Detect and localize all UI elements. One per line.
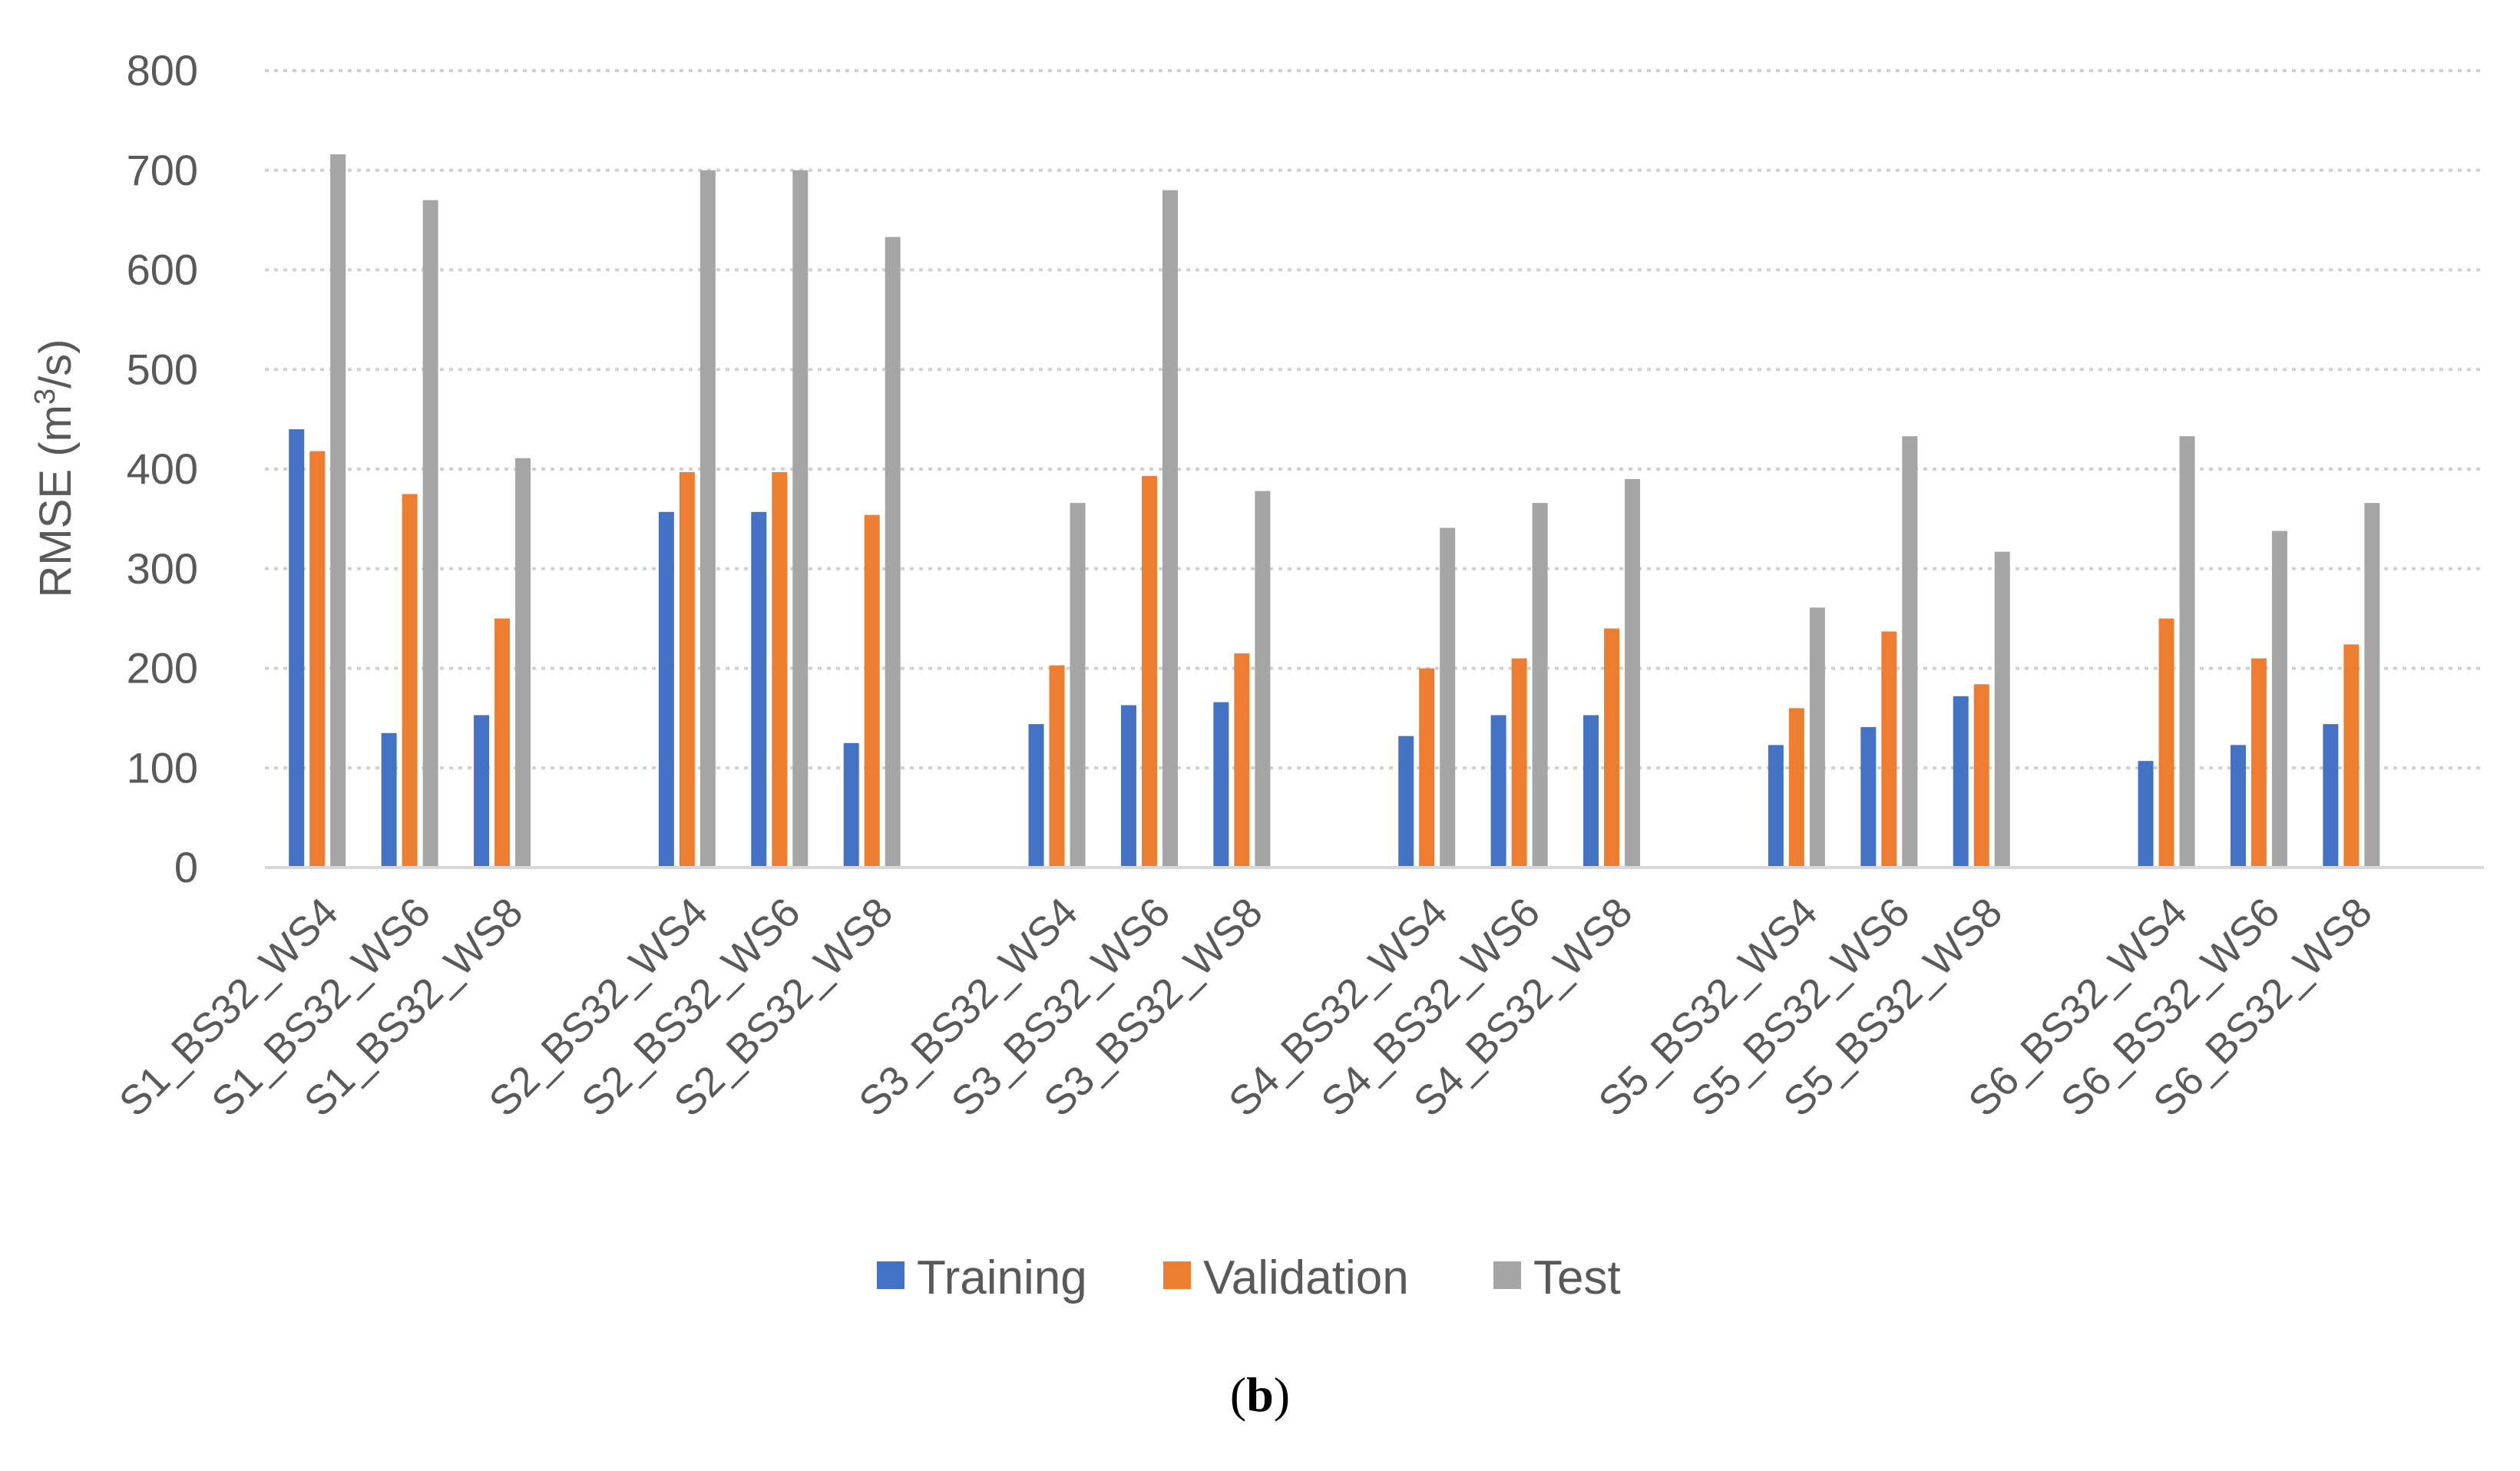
bar-test — [1162, 190, 1178, 868]
bar-test — [330, 154, 346, 868]
bar-validation — [2250, 658, 2267, 868]
bar-test — [515, 458, 531, 868]
bar-training — [1768, 745, 1784, 868]
y-tick-label: 600 — [127, 246, 198, 294]
bar-validation — [1973, 684, 1989, 868]
y-tick-label: 800 — [127, 46, 198, 94]
legend-swatch-training — [877, 1261, 904, 1289]
legend: Training Validation Test — [877, 1251, 1621, 1304]
y-tick-label: 0 — [174, 843, 198, 891]
y-tick-label: 300 — [127, 544, 198, 593]
bar-validation — [1788, 708, 1804, 868]
y-axis-title-main: RMSE (m — [31, 405, 81, 597]
legend-label-training: Training — [917, 1251, 1087, 1304]
bar-test — [885, 236, 901, 868]
y-axis-title-superscript: 3 — [29, 388, 61, 405]
bar-validation — [864, 514, 880, 868]
bar-validation — [679, 471, 695, 868]
bar-training — [2230, 745, 2246, 868]
bar-test — [1994, 551, 2010, 868]
gridlines — [265, 69, 2484, 770]
bar-training — [1490, 715, 1506, 868]
bar-validation — [309, 451, 326, 868]
bar-training — [658, 511, 674, 868]
figure-caption: (b) — [0, 1367, 2520, 1423]
bar-test — [1070, 503, 1086, 868]
y-tick-label: 100 — [127, 743, 198, 792]
y-axis-title-unit: /s) — [31, 339, 81, 388]
bar-validation — [1141, 476, 1157, 868]
y-tick-label: 400 — [127, 445, 198, 493]
bar-test — [792, 170, 809, 868]
bar-training — [1398, 736, 1414, 868]
legend-label-test: Test — [1533, 1251, 1621, 1304]
bar-test — [699, 170, 716, 868]
caption-close: ) — [1273, 1367, 1291, 1422]
bar-training — [843, 742, 859, 868]
bars — [289, 154, 2380, 868]
bar-training — [1120, 705, 1136, 868]
bar-test — [1255, 491, 1271, 868]
bar-training — [751, 511, 767, 868]
bar-test — [1440, 527, 1456, 868]
y-axis-ticks: 0 100 200 300 400 500 600 700 800 — [127, 46, 198, 891]
bar-validation — [772, 471, 788, 868]
bar-training — [474, 715, 490, 868]
bar-training — [1953, 696, 1969, 868]
bar-test — [1625, 478, 1641, 868]
bar-training — [1028, 724, 1044, 868]
bar-validation — [1881, 631, 1897, 868]
bar-test — [2271, 531, 2287, 868]
legend-swatch-test — [1493, 1261, 1521, 1289]
bar-validation — [1049, 665, 1065, 868]
legend-label-validation: Validation — [1203, 1251, 1409, 1304]
x-axis-category-labels: S1_BS32_WS4S1_BS32_WS6S1_BS32_WS8S2_BS32… — [111, 889, 2381, 1126]
bar-validation — [1419, 668, 1435, 868]
bar-validation — [2343, 644, 2360, 868]
bar-test — [2179, 436, 2195, 868]
bar-validation — [1511, 658, 1527, 868]
caption-open: ( — [1229, 1367, 1247, 1422]
bar-training — [2323, 724, 2339, 868]
y-axis-title: RMSE (m3/s) — [29, 339, 81, 598]
bar-validation — [2158, 618, 2174, 868]
y-tick-label: 200 — [127, 644, 198, 693]
bar-training — [381, 732, 397, 868]
bar-training — [1213, 702, 1229, 868]
bar-validation — [1604, 628, 1620, 868]
bar-test — [422, 200, 438, 868]
bar-training — [289, 429, 305, 868]
bar-validation — [494, 618, 511, 868]
y-tick-label: 500 — [127, 345, 198, 393]
bar-test — [1902, 436, 1918, 868]
bar-test — [1809, 607, 1825, 868]
bar-validation — [1234, 653, 1250, 868]
bar-training — [1583, 715, 1599, 868]
bar-test — [2364, 503, 2380, 868]
bar-test — [1532, 503, 1548, 868]
caption-label: b — [1246, 1367, 1274, 1422]
y-tick-label: 700 — [127, 146, 198, 194]
bar-training — [1860, 727, 1877, 868]
legend-swatch-validation — [1163, 1261, 1191, 1289]
bar-training — [2138, 761, 2154, 868]
bar-validation — [402, 494, 418, 868]
